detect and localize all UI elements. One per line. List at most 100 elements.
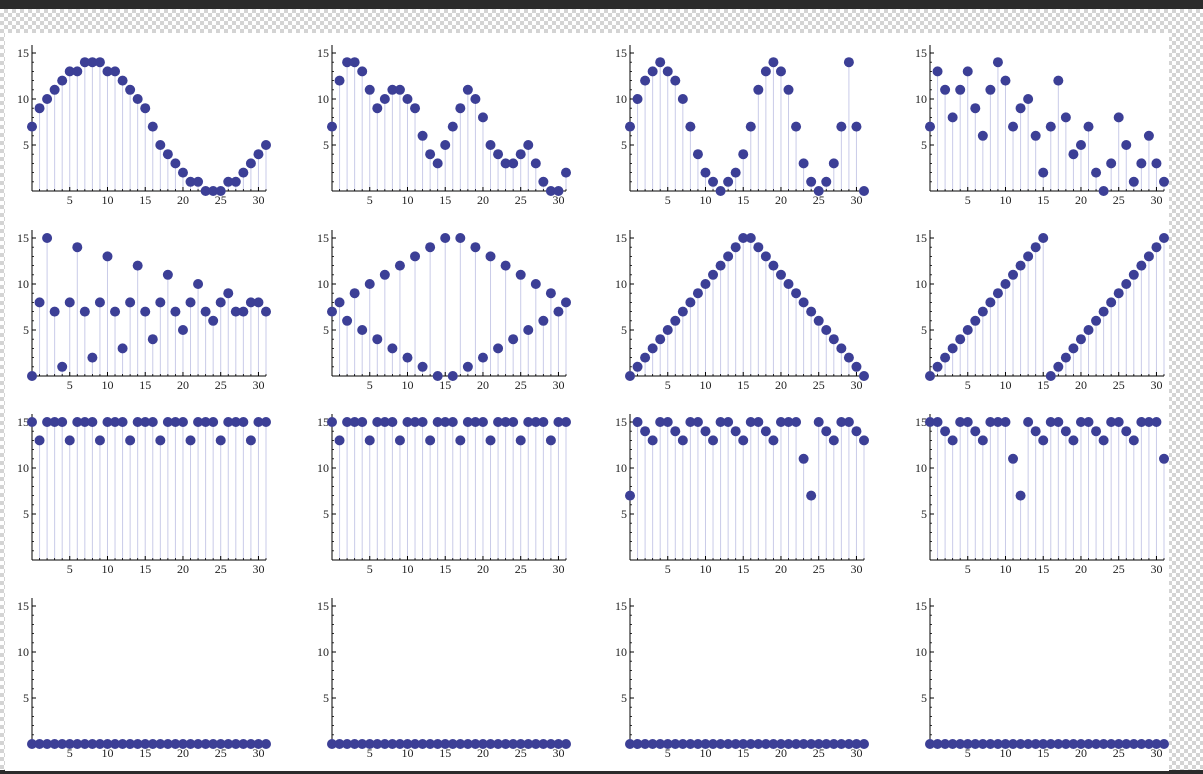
data-point [64,739,75,749]
data-point [425,242,436,253]
data-point [738,435,749,446]
data-point [238,167,249,178]
data-point [708,269,719,280]
data-point [94,435,105,446]
x-tick-label: 5 [367,193,373,207]
data-point [553,306,564,317]
y-tick-label: 5 [23,691,29,705]
stem-plot-panel-r3c3: 5 10 15 20 25 30 5 10 15 [915,598,1169,760]
data-point [932,417,943,427]
data-point [440,233,451,243]
data-point [193,739,204,749]
data-point [632,361,643,372]
data-point [447,371,458,381]
minor-ticks [930,246,1165,376]
data-point [372,739,383,749]
data-point [364,279,375,289]
data-point [27,121,37,132]
x-tick-label: 30 [1150,193,1162,207]
data-point [783,84,794,95]
data-point [962,66,973,77]
data-points [625,57,869,196]
data-point [230,417,241,427]
data-point [1121,279,1132,289]
x-tick-label: 25 [515,193,527,207]
data-point [1045,417,1056,427]
data-point [730,242,741,253]
data-point [349,57,360,68]
data-points [625,417,869,501]
data-point [1128,435,1139,446]
data-point [783,739,794,749]
data-point [477,352,488,363]
data-point [1045,371,1056,381]
data-point [208,186,219,196]
data-point [700,167,711,178]
x-tick-label: 5 [665,562,671,576]
x-tick-label: 10 [699,378,711,392]
data-point [223,288,234,299]
data-point [357,417,368,427]
data-point [1038,233,1049,243]
data-point [462,84,473,95]
minor-ticks [332,614,567,744]
x-tick-label: 10 [999,562,1011,576]
data-point [410,417,421,427]
data-point [1098,435,1109,446]
data-point [1143,417,1154,427]
data-point [387,417,398,427]
x-tick-label: 20 [177,746,189,760]
data-point [177,739,188,749]
y-tick-label: 15 [615,46,627,60]
data-point [828,435,839,446]
data-point [647,435,658,446]
x-tick-label: 25 [813,746,825,760]
data-point [327,739,337,749]
y-tick-label: 5 [921,691,927,705]
data-points [327,739,571,749]
x-tick-label: 5 [965,193,971,207]
x-tick-label: 25 [1113,378,1125,392]
data-point [147,121,158,132]
data-point [813,739,824,749]
minor-ticks [32,614,267,744]
data-point [798,739,809,749]
x-tick-label: 10 [101,193,113,207]
data-point [515,739,526,749]
y-tick-label: 5 [621,507,627,521]
data-point [1151,739,1162,749]
data-point [730,739,741,749]
data-point [625,121,635,132]
y-tick-label: 15 [17,599,29,613]
data-point [523,739,534,749]
y-tick-label: 15 [915,415,927,429]
x-tick-label: 5 [367,562,373,576]
data-point [230,176,241,187]
y-tick-label: 5 [621,323,627,337]
data-point [94,297,105,308]
data-point [215,186,226,196]
data-point [970,315,981,326]
data-point [1038,435,1049,446]
minor-ticks [332,430,567,560]
data-point [193,279,204,289]
data-point [655,739,666,749]
data-point [970,103,981,114]
data-point [1113,112,1124,123]
y-tick-label: 5 [621,691,627,705]
x-tick-label: 30 [552,193,564,207]
y-tick-label: 15 [17,231,29,245]
data-point [223,739,234,749]
x-tick-label: 10 [401,378,413,392]
data-point [768,57,779,68]
data-point [462,361,473,372]
data-point [162,417,173,427]
data-point [775,269,786,280]
data-point [692,149,703,160]
data-point [1106,297,1117,308]
data-point [1075,334,1086,345]
stem-lines [331,238,567,376]
x-tick-label: 20 [477,193,489,207]
data-point [379,417,390,427]
x-tick-label: 20 [177,378,189,392]
